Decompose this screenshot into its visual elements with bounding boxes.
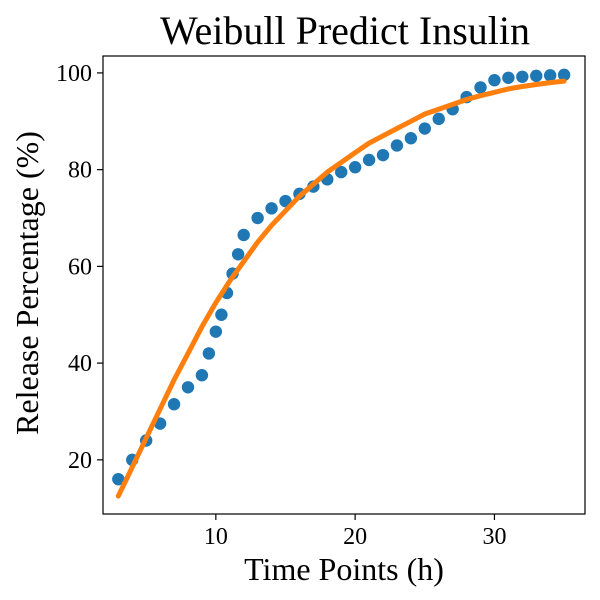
x-tick-label: 20: [343, 524, 367, 550]
data-point: [362, 153, 376, 167]
data-point: [195, 368, 209, 382]
data-point: [530, 69, 543, 83]
data-point: [202, 347, 216, 360]
data-point: [167, 398, 181, 411]
data-point: [557, 68, 571, 82]
y-tick-label: 40: [68, 351, 92, 377]
chart-title: Weibull Predict Insulin: [160, 8, 530, 53]
x-axis-label: Time Points (h): [244, 551, 444, 587]
data-point: [335, 165, 348, 179]
data-point: [209, 325, 223, 338]
x-tick-label: 30: [482, 524, 506, 550]
data-point: [418, 122, 431, 135]
data-point: [376, 148, 390, 162]
y-tick-label: 60: [68, 254, 92, 280]
data-point: [181, 381, 195, 394]
data-point: [516, 70, 529, 83]
data-point: [265, 202, 278, 215]
data-point: [112, 472, 125, 486]
axes: 10 20 30 20 40 60 80 100: [56, 61, 506, 550]
data-point: [237, 228, 250, 242]
x-tick-label: 10: [204, 524, 228, 550]
data-point: [404, 132, 418, 145]
data-point: [474, 81, 487, 94]
data-point: [502, 71, 515, 84]
data-point: [215, 308, 228, 321]
plot-frame: [102, 55, 586, 515]
y-tick-label: 20: [68, 448, 92, 474]
plot-area: [112, 68, 571, 499]
data-point: [390, 139, 404, 152]
data-point: [251, 211, 264, 225]
y-axis-label: Release Percentage (%): [9, 131, 45, 435]
data-point: [488, 73, 501, 87]
data-point: [348, 161, 362, 174]
y-tick-label: 80: [68, 158, 92, 184]
data-point: [543, 69, 557, 82]
data-point: [432, 112, 445, 126]
fit-curve: [115, 78, 567, 499]
data-point: [231, 248, 245, 261]
y-tick-label: 100: [56, 61, 92, 87]
